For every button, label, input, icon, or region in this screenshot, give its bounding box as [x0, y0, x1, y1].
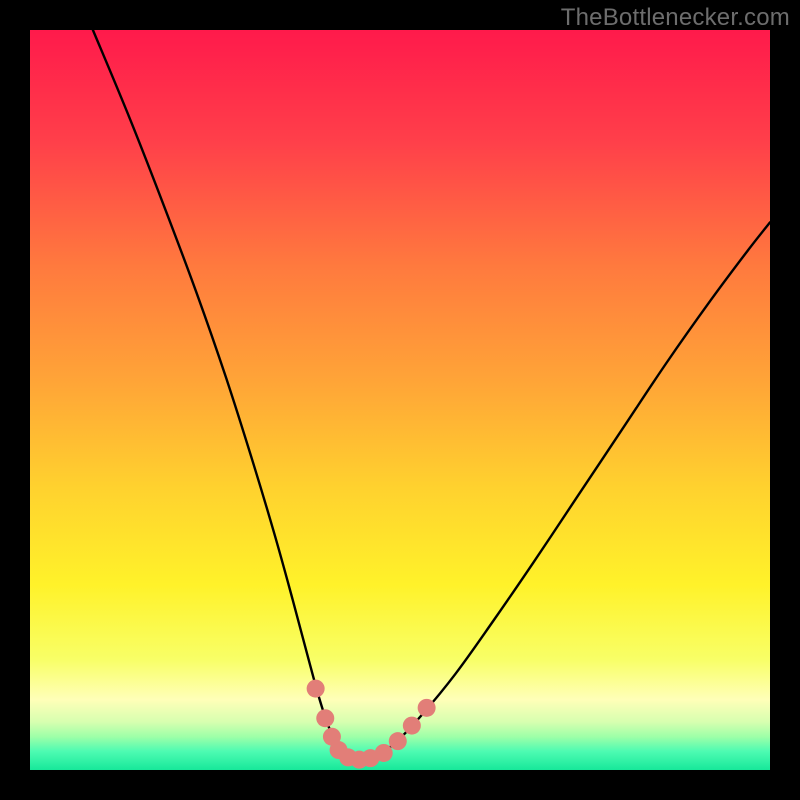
data-marker [307, 680, 325, 698]
chart-frame: TheBottlenecker.com [0, 0, 800, 800]
data-marker [389, 732, 407, 750]
bottleneck-curve-right [363, 222, 770, 759]
data-marker [316, 709, 334, 727]
curve-overlay [30, 30, 770, 770]
data-marker [403, 717, 421, 735]
bottleneck-curve-left [93, 30, 363, 760]
data-marker [418, 699, 436, 717]
data-marker [375, 744, 393, 762]
marker-group [307, 680, 436, 769]
plot-area [30, 30, 770, 770]
watermark-text: TheBottlenecker.com [561, 4, 790, 32]
